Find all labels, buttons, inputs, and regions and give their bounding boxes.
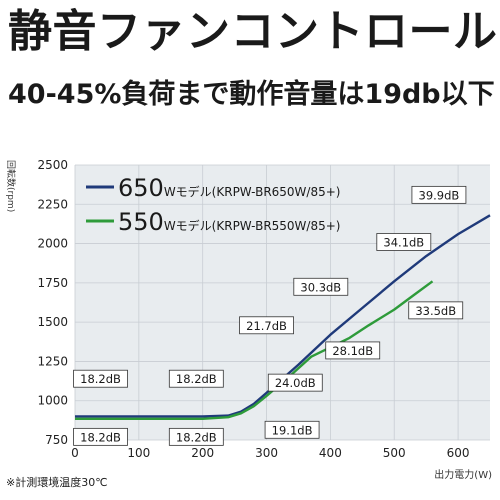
db-label-box [73, 427, 128, 446]
db-label-box [168, 369, 224, 388]
db-label-text: 18.2dB [176, 430, 217, 444]
x-tick-label: 200 [191, 446, 214, 460]
y-tick-label: 2250 [37, 197, 68, 211]
db-label-text: 21.7dB [246, 319, 287, 333]
db-label-box [168, 427, 224, 446]
db-label-box [73, 369, 128, 388]
x-tick-label: 100 [127, 446, 150, 460]
legend-entry: 650Wモデル(KRPW-BR650W/85+) [118, 174, 340, 202]
y-tick-label: 1750 [37, 276, 68, 290]
y-tick-label: 1500 [37, 315, 68, 329]
db-label: 18.2dB [168, 427, 224, 446]
y-axis-label: 回転数(rpm) [5, 160, 17, 212]
y-tick-label: 1000 [37, 394, 68, 408]
db-label: 33.5dB [408, 301, 464, 320]
legend-model-number: 650 [118, 174, 164, 202]
db-label-box [264, 420, 320, 439]
legend: 650Wモデル(KRPW-BR650W/85+)550Wモデル(KRPW-BR5… [86, 174, 340, 236]
db-label: 21.7dB [239, 316, 294, 335]
db-label-box [267, 373, 323, 392]
db-label: 18.2dB [73, 427, 128, 446]
x-axis-label: 出力電力(W) [434, 468, 492, 481]
db-label: 18.2dB [73, 369, 128, 388]
db-label-box [408, 301, 464, 320]
x-tick-label: 0 [71, 446, 79, 460]
legend-model-name: Wモデル(KRPW-BR650W/85+) [164, 184, 341, 199]
y-axis-ticks: 750 1000 1250 1500 1750 2000 2250 2500 [37, 158, 68, 447]
db-label-text: 24.0dB [275, 376, 316, 390]
y-tick-label: 1250 [37, 354, 68, 368]
db-label: 18.2dB [168, 369, 224, 388]
db-label: 39.9dB [411, 185, 467, 204]
db-label-text: 39.9dB [419, 188, 460, 202]
db-label: 19.1dB [264, 420, 320, 439]
x-tick-label: 500 [383, 446, 406, 460]
x-tick-label: 300 [255, 446, 278, 460]
db-label: 30.3dB [293, 277, 349, 296]
db-label-text: 19.1dB [272, 423, 313, 437]
db-label-text: 28.1dB [332, 344, 373, 358]
page-subtitle: 40-45%負荷まで動作音量は19db以下 [8, 79, 495, 110]
page-title: 静音ファンコントロール [8, 6, 498, 57]
db-label: 34.1dB [376, 233, 432, 251]
db-label-text: 18.2dB [80, 372, 121, 386]
db-label-box [411, 185, 467, 204]
db-label-box [293, 277, 349, 296]
legend-model-name: Wモデル(KRPW-BR550W/85+) [164, 218, 341, 233]
db-label-text: 34.1dB [383, 236, 424, 250]
y-tick-label: 2500 [37, 158, 68, 172]
db-label-text: 18.2dB [80, 430, 121, 444]
db-label-box [376, 233, 432, 251]
db-label-box [325, 341, 381, 360]
x-tick-label: 600 [447, 446, 470, 460]
legend-entry: 550Wモデル(KRPW-BR550W/85+) [118, 208, 340, 236]
db-annotations: 18.2dB 18.2dB 18.2dB 18.2dB 19.1dB 21.7dB 24.0… [73, 185, 467, 446]
legend-model-number: 550 [118, 208, 164, 236]
y-tick-label: 750 [45, 433, 68, 447]
db-label-text: 33.5dB [415, 304, 456, 318]
db-label: 28.1dB [325, 341, 381, 360]
x-axis-ticks: 0 100 200 300 400 500 600 [71, 446, 469, 460]
y-tick-label: 2000 [37, 237, 68, 251]
db-label-text: 18.2dB [176, 372, 217, 386]
footnote: ※計測環境温度30℃ [6, 476, 108, 489]
db-label-text: 30.3dB [300, 280, 341, 294]
x-tick-label: 400 [319, 446, 342, 460]
db-label: 24.0dB [267, 373, 323, 392]
db-label-box [239, 316, 294, 335]
